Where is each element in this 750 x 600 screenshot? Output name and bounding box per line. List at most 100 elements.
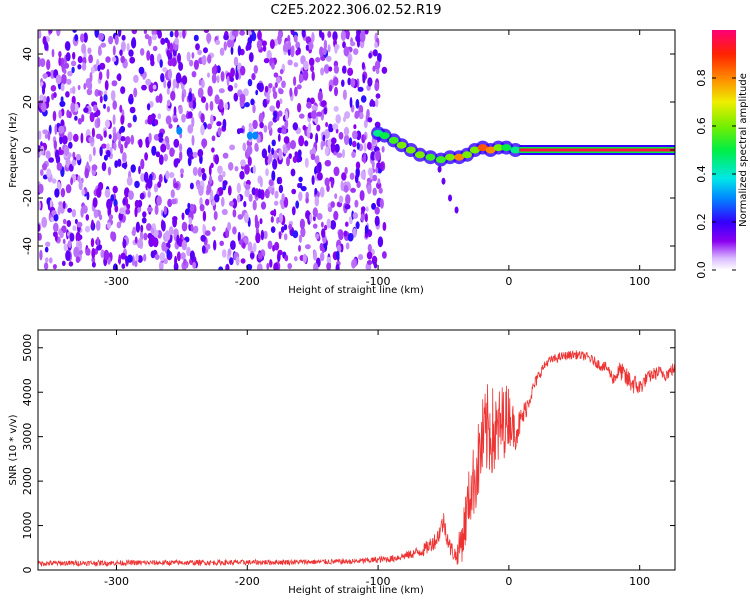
noise-speckle (88, 54, 93, 64)
noise-speckle (44, 41, 49, 51)
noise-speckle (170, 90, 176, 101)
noise-speckle (221, 249, 227, 258)
noise-speckle (53, 213, 59, 222)
noise-speckle (186, 51, 191, 62)
noise-speckle (237, 231, 241, 242)
noise-speckle (133, 87, 138, 98)
noise-speckle (270, 226, 276, 234)
noise-speckle (381, 66, 388, 74)
noise-speckle (312, 223, 318, 229)
noise-speckle (287, 263, 293, 270)
noise-speckle (96, 236, 100, 246)
noise-speckle (41, 216, 48, 228)
noise-speckle (144, 33, 150, 40)
noise-speckle (325, 121, 329, 128)
noise-speckle (177, 52, 181, 64)
noise-speckle (279, 68, 284, 75)
noise-speckle (254, 142, 259, 152)
noise-speckle (142, 211, 147, 218)
noise-speckle (227, 221, 232, 232)
noise-speckle (192, 100, 197, 109)
noise-speckle (327, 30, 332, 38)
noise-speckle (39, 94, 44, 101)
noise-speckle (367, 141, 372, 150)
noise-speckle (143, 232, 148, 241)
snr-ylabel: SNR (10 * v/v) (8, 414, 19, 485)
noise-speckle (73, 133, 79, 142)
noise-speckle (87, 81, 93, 91)
noise-speckle (193, 59, 199, 70)
noise-speckle (77, 175, 81, 183)
noise-speckle (200, 113, 205, 123)
noise-speckle (360, 170, 366, 180)
noise-speckle (59, 231, 64, 239)
snr-xtick-label: -300 (104, 575, 129, 588)
noise-speckle (251, 73, 256, 81)
noise-speckle (303, 60, 309, 71)
noise-speckle (367, 184, 372, 195)
noise-speckle (174, 37, 179, 45)
noise-speckle (270, 210, 276, 216)
noise-speckle (72, 51, 76, 60)
noise-speckle (291, 206, 296, 216)
noise-speckle (108, 134, 112, 140)
noise-speckle (201, 172, 207, 181)
noise-speckle (284, 254, 289, 262)
noise-speckle (159, 260, 164, 270)
noise-speckle (173, 138, 180, 148)
noise-speckle (302, 69, 309, 81)
snr-ytick-label: 0 (21, 567, 34, 574)
noise-speckle (58, 125, 65, 134)
noise-speckle (240, 159, 246, 167)
ridge-point (493, 144, 504, 152)
noise-speckle (319, 186, 325, 198)
noise-speckle (230, 46, 234, 55)
noise-speckle (231, 30, 238, 37)
noise-speckle (77, 56, 83, 64)
noise-speckle (327, 44, 331, 53)
spur-point (441, 177, 446, 185)
noise-speckle (296, 155, 300, 163)
noise-speckle (221, 196, 225, 207)
noise-speckle (116, 221, 122, 229)
noise-speckle (51, 178, 57, 184)
noise-speckle (91, 261, 96, 268)
noise-speckle (62, 200, 66, 209)
noise-speckle (181, 240, 187, 251)
ridge-point (425, 153, 436, 161)
noise-speckle (353, 124, 357, 130)
noise-speckle (334, 44, 338, 54)
noise-speckle (65, 52, 71, 62)
noise-speckle (203, 47, 208, 54)
noise-speckle (126, 43, 130, 52)
noise-speckle (201, 55, 207, 66)
noise-speckle (164, 230, 171, 242)
noise-speckle (175, 72, 182, 84)
noise-speckle (61, 260, 66, 266)
noise-speckle (112, 100, 117, 110)
noise-speckle (269, 105, 276, 112)
noise-speckle (236, 182, 241, 194)
noise-speckle (62, 238, 66, 244)
noise-speckle (264, 188, 270, 199)
noise-speckle (209, 100, 214, 111)
noise-speckle (99, 146, 103, 157)
noise-speckle (91, 164, 98, 171)
ridge-point (501, 144, 512, 152)
noise-speckle (282, 146, 288, 154)
noise-speckle (43, 262, 49, 270)
noise-speckle (341, 172, 347, 181)
noise-speckle (129, 106, 136, 114)
noise-speckle (374, 215, 380, 227)
noise-speckle (338, 131, 344, 140)
noise-speckle (152, 45, 158, 52)
noise-speckle (305, 244, 311, 250)
noise-speckle (51, 48, 55, 58)
noise-speckle (317, 161, 322, 173)
noise-speckle (226, 75, 230, 87)
noise-speckle (259, 122, 264, 129)
noise-speckle (67, 70, 73, 77)
noise-speckle (336, 244, 342, 253)
noise-speckle (221, 208, 228, 216)
noise-speckle (277, 133, 281, 142)
